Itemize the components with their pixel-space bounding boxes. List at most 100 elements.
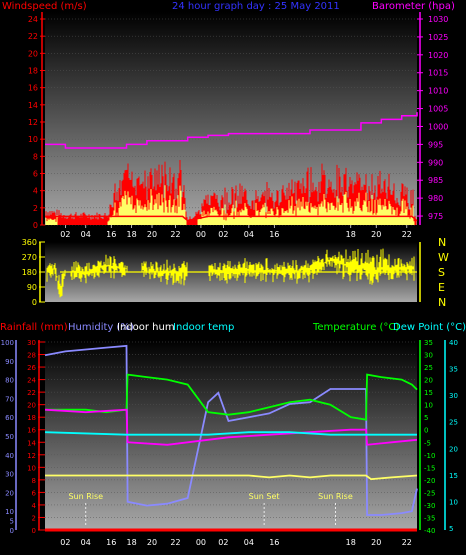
rain-tick-label: 26 bbox=[27, 364, 36, 372]
humidity-label: Humidity (%) bbox=[68, 322, 134, 333]
x-tick-label-top: 00 bbox=[196, 230, 206, 239]
wind-tick-label: 24 bbox=[28, 15, 38, 24]
rain-tick-label: 0 bbox=[32, 527, 36, 535]
temp-tick-label: 20 bbox=[424, 377, 433, 385]
rain-tick-label: 10 bbox=[27, 464, 36, 472]
temp-tick-label: -10 bbox=[424, 452, 435, 460]
compass-label: E bbox=[438, 281, 445, 294]
baro-tick-label: 1025 bbox=[428, 33, 448, 42]
dew-point-line bbox=[44, 408, 418, 446]
dir-tick-label: 180 bbox=[22, 268, 37, 277]
temp-tick-label: -35 bbox=[424, 514, 435, 522]
dir-tick-label: 90 bbox=[27, 283, 37, 292]
hum-tick-label: 80 bbox=[5, 377, 14, 385]
rainfall-label: Rainfall (mm) bbox=[0, 322, 68, 333]
hum-tick-label: 60 bbox=[5, 414, 14, 422]
compass-label: S bbox=[438, 266, 445, 279]
temp-tick-label: 10 bbox=[424, 402, 433, 410]
temp-tick-label: -20 bbox=[424, 477, 435, 485]
x-tick-label-bottom: 20 bbox=[147, 538, 157, 547]
x-tick-label-bottom: 22 bbox=[170, 538, 180, 547]
wind-tick-label: 4 bbox=[33, 187, 38, 196]
rain-tick-label: 8 bbox=[32, 477, 36, 485]
indoor-temp-line bbox=[44, 431, 417, 436]
x-tick-label-top: 04 bbox=[244, 230, 254, 239]
temp-tick-label: 0 bbox=[424, 427, 428, 435]
x-tick-label-top: 18 bbox=[127, 230, 137, 239]
temperature-label: Temperature (°C) bbox=[312, 322, 399, 333]
x-tick-label-top: 16 bbox=[106, 230, 116, 239]
hum-tick-label: 40 bbox=[5, 452, 14, 460]
barometer-line bbox=[45, 112, 418, 149]
wind-tick-label: 14 bbox=[28, 101, 38, 110]
wind-tick-label: 8 bbox=[33, 152, 38, 161]
sun-event-label: Sun Rise bbox=[68, 492, 103, 501]
dew-tick-label: 25 bbox=[449, 419, 458, 427]
wind-tick-label: 22 bbox=[28, 32, 38, 41]
x-tick-label-bottom: 16 bbox=[269, 538, 279, 547]
rain-tick-label: 24 bbox=[27, 377, 36, 385]
temp-tick-label: 15 bbox=[424, 389, 433, 397]
baro-tick-label: 980 bbox=[428, 194, 443, 203]
hum-tick-label: 30 bbox=[5, 471, 14, 479]
rain-tick-label: 4 bbox=[32, 502, 37, 510]
temp-tick-label: 35 bbox=[424, 339, 433, 347]
x-tick-label-bottom: 18 bbox=[127, 538, 137, 547]
hum-tick-label: 10 bbox=[5, 508, 14, 516]
hum-tick-label: 0 bbox=[10, 527, 14, 535]
sun-event-label: Sun Set bbox=[249, 492, 280, 501]
baro-tick-label: 985 bbox=[428, 176, 443, 185]
rain-tick-label: 30 bbox=[27, 339, 36, 347]
compass-label: W bbox=[438, 251, 449, 264]
temp-tick-label: 5 bbox=[424, 414, 428, 422]
windspeed-label: Windspeed (m/s) bbox=[2, 1, 87, 12]
dir-tick-label: 0 bbox=[32, 298, 37, 307]
wind-tick-label: 10 bbox=[28, 135, 38, 144]
dew-tick-label: 40 bbox=[449, 339, 458, 347]
hum-tick-label: 70 bbox=[5, 395, 14, 403]
rain-tick-label: 28 bbox=[27, 352, 36, 360]
hum-tick-label: 5 bbox=[10, 518, 14, 526]
dew-tick-label: 15 bbox=[449, 472, 458, 480]
rain-tick-label: 2 bbox=[32, 514, 36, 522]
rain-tick-label: 12 bbox=[27, 452, 36, 460]
baro-tick-label: 1005 bbox=[428, 105, 448, 114]
axes: 2422201816141210864201030102510201015101… bbox=[1, 12, 458, 547]
x-tick-label-top: 02 bbox=[60, 230, 70, 239]
barometer-label: Barometer (hpa) bbox=[372, 1, 455, 12]
indoor-hum-line bbox=[45, 474, 418, 481]
x-tick-label-top: 02 bbox=[218, 230, 228, 239]
wind-tick-label: 6 bbox=[33, 170, 38, 179]
humidity-line bbox=[44, 344, 418, 516]
temp-tick-label: -30 bbox=[424, 502, 435, 510]
baro-tick-label: 1020 bbox=[428, 51, 448, 60]
baro-tick-label: 975 bbox=[428, 212, 443, 221]
sun-event-label: Sun Rise bbox=[318, 492, 353, 501]
x-tick-label-top: 20 bbox=[147, 230, 157, 239]
x-tick-label-bottom: 18 bbox=[346, 538, 356, 547]
dew-tick-label: 35 bbox=[449, 366, 458, 374]
rain-tick-label: 18 bbox=[27, 414, 36, 422]
baro-tick-label: 1015 bbox=[428, 69, 448, 78]
temp-tick-label: -25 bbox=[424, 489, 435, 497]
x-tick-label-top: 22 bbox=[402, 230, 412, 239]
indoor-temp-label: Indoor temp bbox=[173, 322, 234, 333]
x-tick-label-top: 16 bbox=[269, 230, 279, 239]
compass-label: N bbox=[438, 236, 446, 249]
compass-label: N bbox=[438, 296, 446, 309]
wind-tick-label: 0 bbox=[33, 221, 38, 230]
dew-tick-label: 5 bbox=[449, 525, 453, 533]
wind-tick-label: 2 bbox=[33, 204, 38, 213]
baro-tick-label: 1000 bbox=[428, 122, 448, 131]
hum-tick-label: 50 bbox=[5, 433, 14, 441]
x-tick-label-top: 04 bbox=[81, 230, 91, 239]
windspeed-line bbox=[45, 215, 418, 222]
x-tick-label-bottom: 02 bbox=[60, 538, 70, 547]
x-tick-label-bottom: 02 bbox=[218, 538, 228, 547]
rain-tick-label: 20 bbox=[27, 402, 36, 410]
chart-title: 24 hour graph day : 25 May 2011 bbox=[172, 1, 340, 12]
rain-tick-label: 6 bbox=[32, 489, 37, 497]
baro-tick-label: 1010 bbox=[428, 87, 448, 96]
baro-tick-label: 1030 bbox=[428, 15, 448, 24]
